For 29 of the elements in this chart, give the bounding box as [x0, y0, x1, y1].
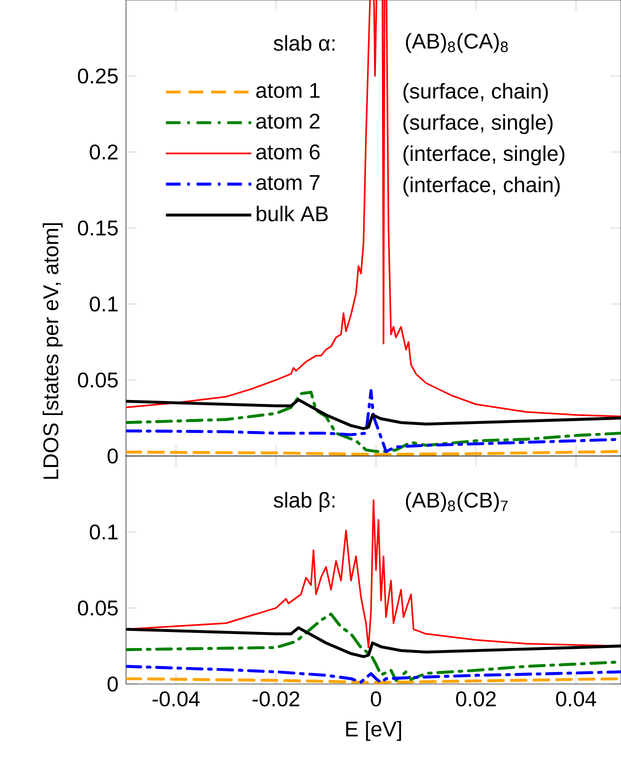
annotation: (surface, chain) [403, 83, 548, 103]
legend-label: atom 2 [256, 114, 320, 129]
y-tick-label: 0 [108, 448, 118, 464]
y-tick-label: 0 [108, 676, 118, 692]
text: slab α: [274, 35, 334, 51]
legend-label: bulk AB [256, 206, 328, 222]
text: (AB)$_{8}$(CA)$_{8}$ [406, 33, 508, 53]
y-tick-label: 0.1 [90, 524, 118, 540]
text: slab β: [274, 492, 334, 512]
legend-label: atom 6 [256, 144, 320, 160]
x-tick-label: 0.04 [556, 691, 596, 706]
y-tick-label: 0.15 [78, 220, 118, 236]
y-tick-label: 0.05 [78, 600, 118, 616]
annotation: (interface, chain) [403, 176, 560, 197]
x-tick-label: -0.04 [152, 691, 200, 706]
legend-label: atom 7 [256, 175, 320, 190]
legend-label: atom 1 [256, 83, 320, 98]
y-axis-title: LDOS [states per eV, atom] [42, 223, 63, 479]
x-tick-label: -0.02 [252, 691, 300, 706]
text: (AB)$_{8}$(CB)$_{7}$ [406, 492, 508, 512]
x-tick-label: 0 [370, 691, 382, 706]
y-tick-label: 0.1 [90, 296, 118, 312]
x-axis-title: E [eV] [346, 720, 402, 741]
y-tick-label: 0.05 [78, 372, 118, 388]
y-tick-label: 0.2 [90, 144, 118, 160]
y-tick-label: 0.25 [78, 68, 118, 84]
x-tick-label: 0.02 [456, 691, 496, 706]
annotation: (surface, single) [403, 114, 553, 134]
annotation: (interface, single) [403, 145, 564, 166]
